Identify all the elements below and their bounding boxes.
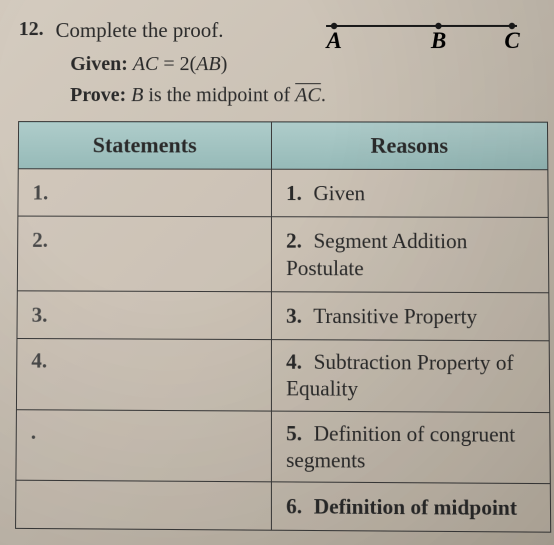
prove-b: B bbox=[131, 84, 143, 106]
segment-diagram: A B C bbox=[316, 10, 527, 52]
reason-3: Transitive Property bbox=[313, 303, 477, 328]
reason-num-6: 6. bbox=[286, 493, 308, 520]
reason-num-4: 4. bbox=[286, 348, 308, 375]
reason-num-1: 1. bbox=[286, 180, 308, 207]
given-close: ) bbox=[221, 53, 228, 75]
prove-mid: is the midpoint of bbox=[143, 84, 295, 106]
given-ac: AC bbox=[133, 53, 159, 75]
table-row: 2. 2. Segment Addition Postulate bbox=[17, 216, 548, 292]
reason-num-2: 2. bbox=[286, 228, 308, 255]
reason-5: Definition of congruent segments bbox=[286, 421, 515, 473]
table-row: 1. 1. Given bbox=[18, 169, 548, 218]
reason-2: Segment Addition Postulate bbox=[286, 229, 467, 280]
stmt-num-2: 2. bbox=[32, 227, 54, 254]
proof-table: Statements Reasons 1. 1. Given 2. 2. Seg… bbox=[15, 121, 551, 533]
table-row: 4. 4. Subtraction Property of Equality bbox=[16, 338, 549, 412]
reason-num-3: 3. bbox=[286, 302, 308, 329]
stmt-num-1: 1. bbox=[32, 179, 54, 205]
reasons-header: Reasons bbox=[271, 122, 547, 170]
table-row: . 5. Definition of congruent segments bbox=[16, 409, 550, 483]
table-row: 6. Definition of midpoint bbox=[16, 480, 551, 532]
problem-number: 12. bbox=[19, 18, 44, 41]
stmt-num-5: . bbox=[31, 418, 53, 445]
given-label: Given: bbox=[70, 53, 128, 75]
prove-line: Prove: B is the midpoint of AC. bbox=[70, 80, 548, 112]
stmt-num-4: 4. bbox=[31, 347, 53, 374]
given-prove-block: Given: AC = 2(AB) Prove: B is the midpoi… bbox=[70, 49, 548, 112]
reason-6: Definition of midpoint bbox=[314, 494, 517, 520]
statements-header: Statements bbox=[18, 122, 271, 170]
prove-period: . bbox=[321, 84, 326, 106]
point-b-label: B bbox=[430, 28, 447, 52]
reason-4: Subtraction Property of Equality bbox=[286, 349, 514, 401]
reason-num-5: 5. bbox=[286, 419, 308, 446]
point-a-label: A bbox=[324, 28, 341, 52]
reason-1: Given bbox=[313, 181, 365, 205]
stmt-num-3: 3. bbox=[32, 301, 54, 328]
problem-instruction: Complete the proof. bbox=[55, 18, 223, 43]
given-line: Given: AC = 2(AB) bbox=[70, 49, 547, 80]
table-row: 3. 3. Transitive Property bbox=[17, 291, 549, 341]
prove-label: Prove: bbox=[70, 84, 126, 106]
given-ab: AB bbox=[196, 53, 220, 75]
point-c-label: C bbox=[504, 28, 520, 52]
prove-ac: AC bbox=[295, 84, 321, 106]
given-eq: = 2( bbox=[158, 53, 196, 75]
